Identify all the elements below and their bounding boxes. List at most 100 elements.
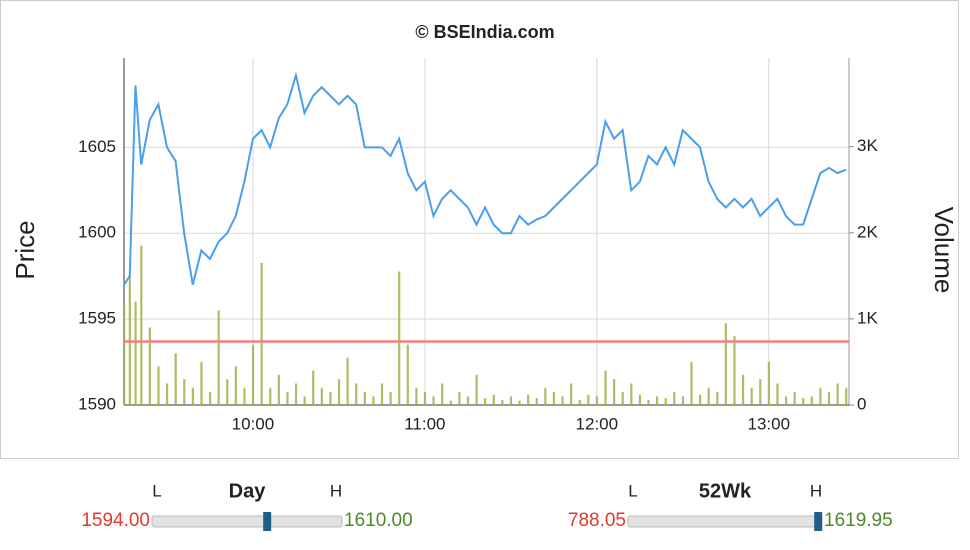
volume-bar: [664, 398, 667, 405]
volume-bar: [673, 392, 676, 405]
volume-bar: [484, 398, 487, 405]
range-title: Day: [229, 480, 267, 502]
y2-tick-label: 0: [857, 394, 866, 413]
volume-bar: [681, 396, 684, 405]
volume-bar: [226, 379, 229, 405]
volume-bar: [767, 361, 770, 405]
volume-bar: [656, 396, 659, 405]
range-high: 1610.00: [344, 510, 413, 531]
volume-bar: [561, 396, 564, 405]
y2-tick-label: 3K: [857, 136, 878, 155]
volume-bar: [733, 336, 736, 405]
volume-bar: [337, 379, 341, 405]
volume-bar: [277, 374, 280, 405]
volume-bar: [432, 396, 435, 405]
volume-bar: [191, 387, 194, 405]
volume-bar: [535, 398, 538, 405]
volume-bar: [776, 383, 779, 405]
volume-bar: [501, 399, 504, 405]
range-high-tag: H: [810, 481, 822, 500]
volume-bar: [217, 310, 220, 405]
volume-bar: [406, 344, 409, 405]
chart-frame: [0, 0, 959, 459]
volume-bar: [389, 392, 392, 405]
volume-bar: [294, 383, 298, 405]
volume-bar: [329, 392, 332, 405]
range-low: 1594.00: [81, 510, 150, 531]
volume-bar: [372, 396, 375, 405]
volume-bar: [346, 357, 349, 405]
volume-bar: [140, 245, 143, 405]
volume-bar: [827, 392, 831, 405]
volume-bar: [303, 396, 306, 405]
volume-bar: [441, 383, 444, 405]
volume-bar: [836, 383, 839, 405]
x-tick-label: 12:00: [576, 414, 619, 433]
volume-bar: [134, 301, 137, 405]
volume-bar: [398, 271, 401, 405]
y-tick-label: 1605: [78, 137, 116, 156]
volume-bar: [518, 400, 521, 405]
x-tick-label: 10:00: [232, 414, 275, 433]
volume-bar: [604, 370, 607, 405]
price-line: [123, 71, 847, 286]
volume-bar: [286, 392, 289, 405]
volume-bar: [630, 383, 633, 405]
x-tick-label: 13:00: [747, 414, 790, 433]
y-tick-label: 1595: [78, 309, 116, 328]
range-marker: [263, 512, 272, 531]
volume-bar: [845, 387, 848, 405]
range-track: [627, 515, 823, 528]
range-low-tag: L: [152, 481, 161, 500]
volume-bar: [466, 396, 470, 405]
x-tick-label: 11:00: [404, 414, 445, 433]
range-title: 52Wk: [699, 480, 752, 502]
volume-bar: [200, 361, 203, 405]
volume-bar: [183, 379, 186, 405]
volume-bar: [707, 387, 710, 405]
volume-bar: [475, 374, 478, 405]
volume-bar: [363, 392, 366, 405]
volume-bar: [423, 392, 427, 405]
volume-bar: [724, 323, 727, 405]
volume-bar: [759, 379, 762, 405]
volume-bar: [595, 396, 599, 405]
volume-bar: [810, 396, 813, 405]
volume-bar: [544, 387, 547, 405]
volume-bar: [819, 387, 822, 405]
volume-bar: [208, 392, 212, 405]
y2-tick-label: 1K: [857, 308, 878, 327]
volume-bar: [269, 387, 272, 405]
volume-bar: [552, 392, 556, 405]
volume-bar: [234, 366, 237, 405]
volume-bar: [578, 399, 581, 405]
volume-bar: [587, 394, 590, 405]
range-high: 1619.95: [824, 510, 893, 531]
volume-bar: [698, 394, 702, 405]
range-track: [151, 515, 343, 528]
volume-bar: [527, 394, 530, 405]
range-low: 788.05: [568, 510, 626, 531]
y-tick-label: 1600: [78, 223, 116, 242]
volume-bar: [148, 327, 151, 405]
volume-bar: [750, 387, 753, 405]
volume-bar: [165, 383, 169, 405]
volume-bar: [458, 392, 461, 405]
volume-bar: [320, 387, 323, 405]
volume-bar: [784, 396, 788, 405]
volume-bar: [243, 387, 246, 405]
volume-bar: [380, 383, 384, 405]
volume-bar: [613, 379, 616, 405]
volume-bar: [260, 262, 263, 405]
volume-bar: [570, 383, 573, 405]
volume-bar: [793, 392, 796, 405]
volume-bar: [157, 366, 160, 405]
volume-bar: [123, 301, 126, 405]
volume-bar: [716, 392, 719, 405]
volume-bar: [802, 398, 805, 405]
volume-bar: [647, 399, 650, 405]
volume-bar: [638, 394, 642, 405]
volume-bar: [251, 344, 255, 405]
volume-bar: [449, 400, 452, 405]
